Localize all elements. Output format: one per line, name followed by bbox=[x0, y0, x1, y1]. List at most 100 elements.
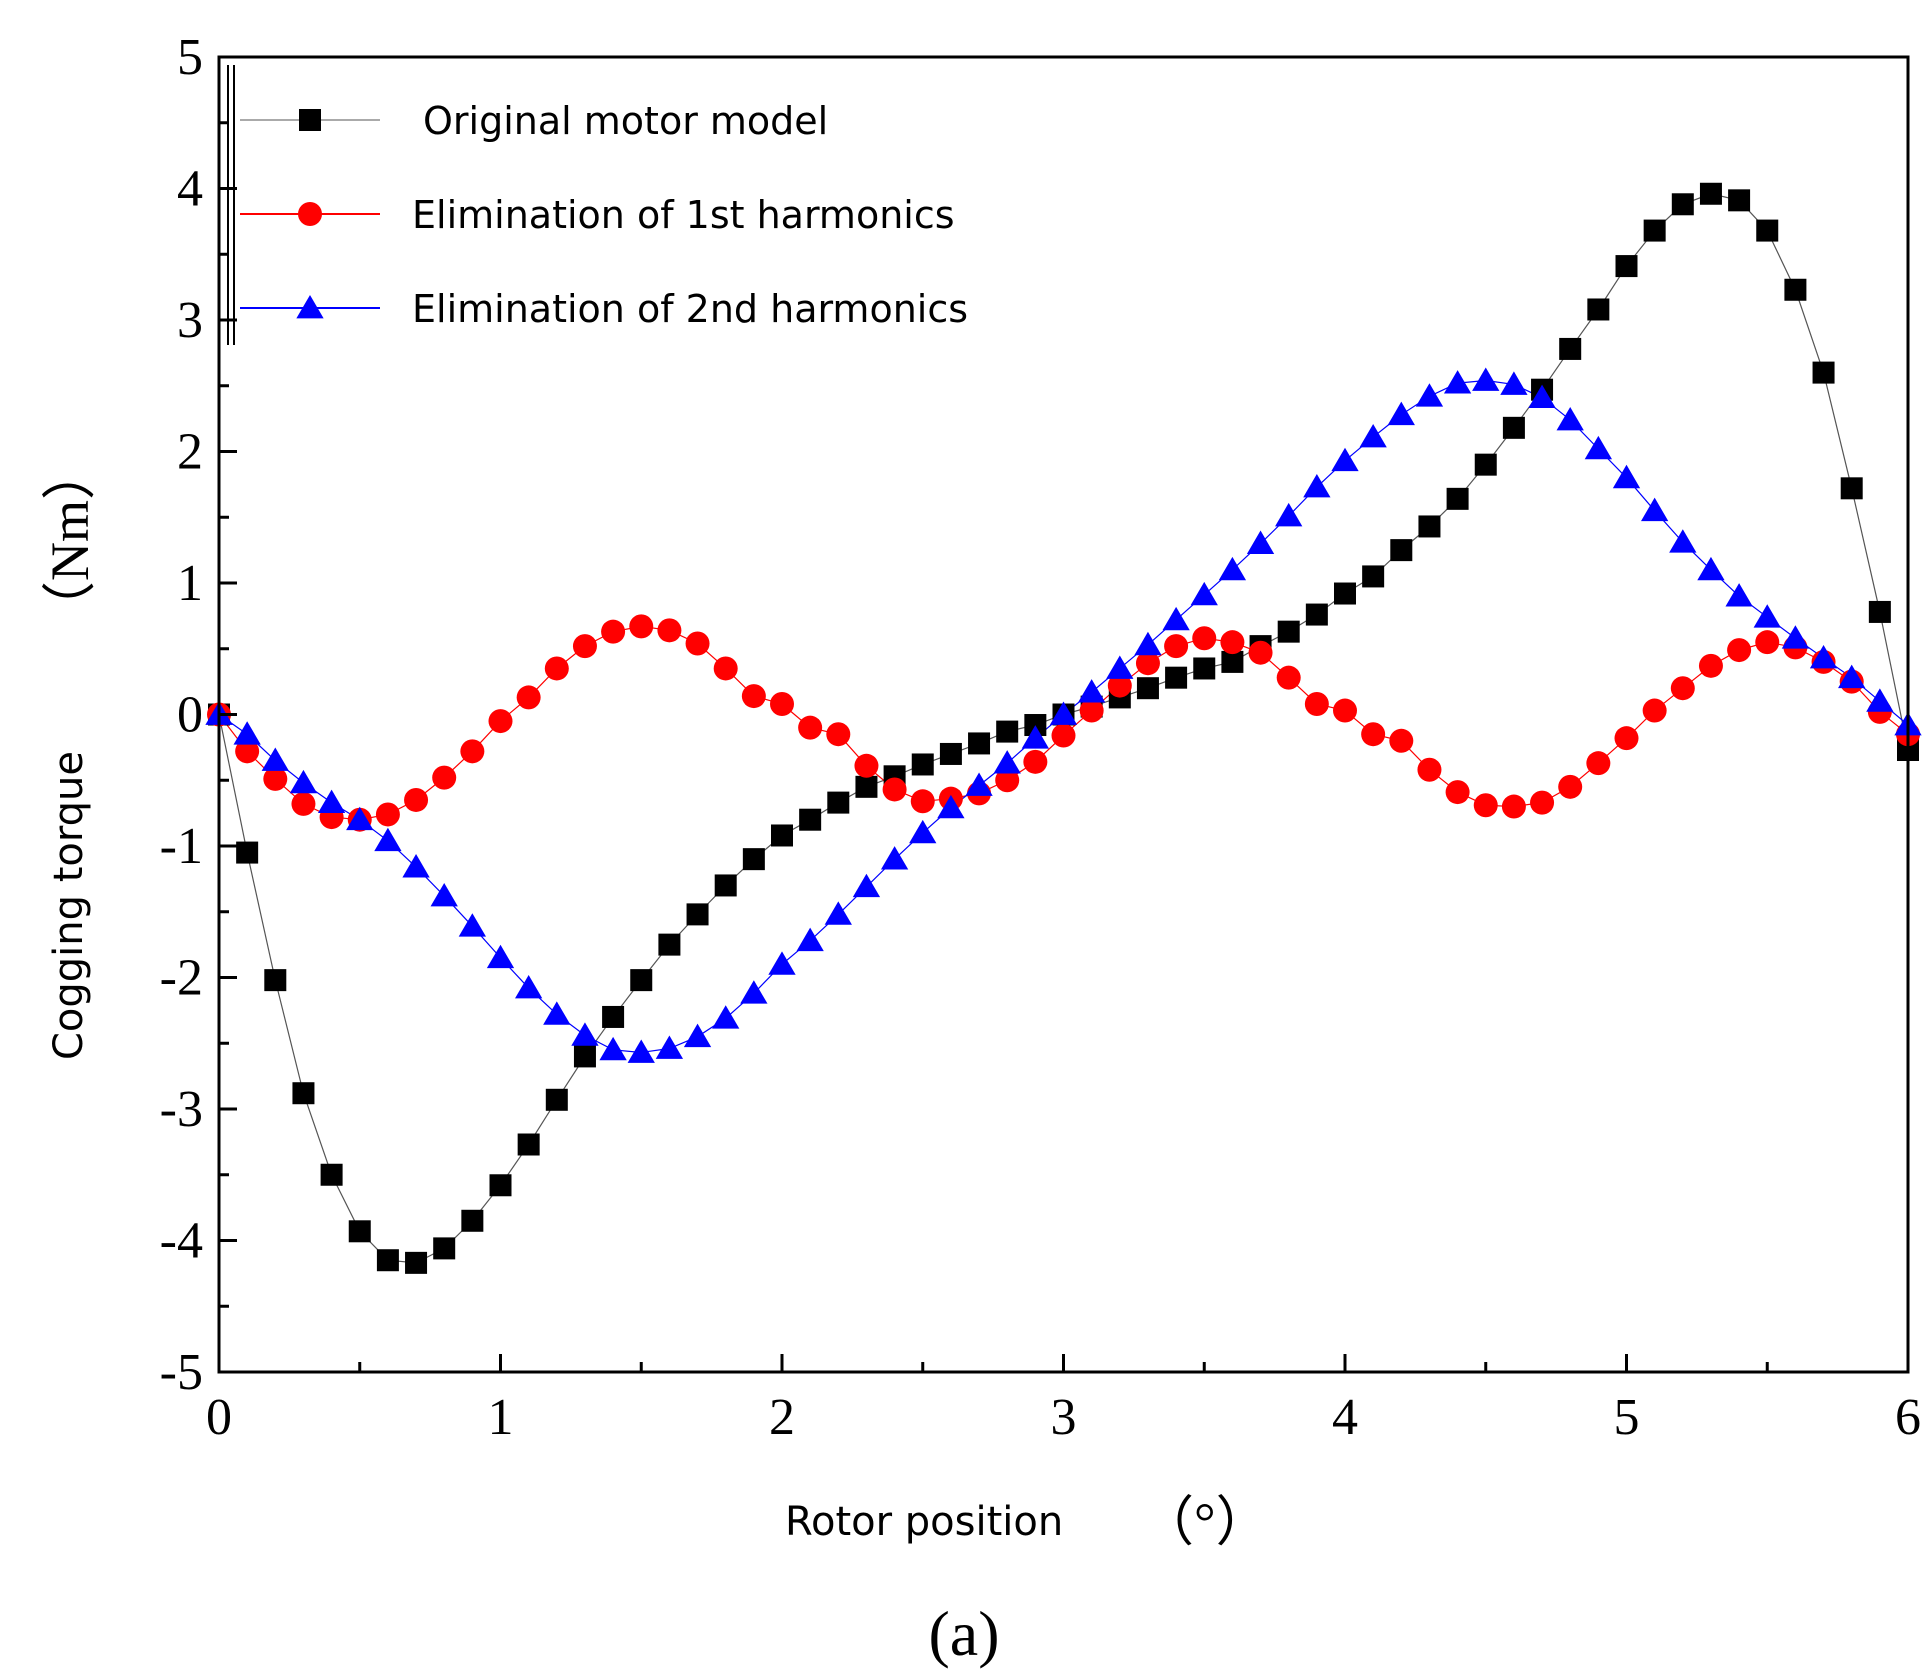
data-point-circle bbox=[1642, 698, 1667, 723]
data-point-triangle bbox=[430, 882, 458, 907]
y-axis-label: Cogging torque bbox=[46, 751, 92, 1060]
data-point-triangle bbox=[768, 951, 796, 975]
data-point-circle bbox=[1220, 630, 1245, 655]
data-point-triangle bbox=[1641, 497, 1669, 522]
x-tick-label: 3 bbox=[1051, 1389, 1077, 1446]
data-point-square bbox=[968, 732, 991, 755]
legend-marker-circle bbox=[298, 202, 322, 226]
data-point-circle bbox=[1389, 728, 1414, 753]
data-point-circle bbox=[404, 787, 429, 812]
data-point-square bbox=[376, 1249, 399, 1272]
data-point-triangle bbox=[1331, 447, 1359, 472]
data-point-circle bbox=[1164, 634, 1189, 659]
data-point-triangle bbox=[1809, 644, 1838, 669]
data-point-square bbox=[573, 1045, 596, 1068]
data-point-square bbox=[1305, 603, 1328, 626]
data-point-circle bbox=[1248, 640, 1273, 665]
data-point-circle bbox=[854, 753, 879, 778]
data-point-square bbox=[799, 808, 822, 831]
data-point-triangle bbox=[1697, 556, 1725, 581]
legend-marker-triangle bbox=[296, 295, 324, 319]
data-point-circle bbox=[1333, 698, 1357, 723]
data-point-triangle bbox=[599, 1036, 627, 1061]
data-point-triangle bbox=[1190, 581, 1218, 606]
data-point-square bbox=[1868, 600, 1891, 623]
x-axis-unit: （°） bbox=[1140, 1492, 1270, 1552]
data-point-circle bbox=[685, 631, 710, 656]
data-point-triangle bbox=[1303, 474, 1331, 498]
data-point-triangle bbox=[683, 1023, 712, 1048]
data-point-circle bbox=[375, 802, 400, 827]
y-tick-label: 2 bbox=[177, 424, 203, 481]
data-point-circle bbox=[1530, 790, 1555, 815]
data-point-circle bbox=[1304, 691, 1329, 716]
data-point-triangle bbox=[289, 769, 318, 794]
data-point-triangle bbox=[965, 772, 993, 796]
data-point-circle bbox=[882, 777, 907, 802]
y-axis-title: Cogging torque （Nm） bbox=[40, 446, 100, 1060]
data-point-triangle bbox=[1472, 367, 1500, 391]
x-tick-label: 0 bbox=[206, 1389, 232, 1446]
data-point-square bbox=[320, 1163, 343, 1186]
data-point-circle bbox=[826, 722, 851, 747]
data-point-triangle bbox=[486, 944, 515, 969]
data-point-triangle bbox=[937, 794, 965, 819]
data-point-circle bbox=[1614, 726, 1639, 751]
y-axis-unit: （Nm） bbox=[40, 446, 100, 635]
data-point-square bbox=[433, 1237, 456, 1260]
axis-tick-labels: 0 1 2 3 4 5 6 5 4 3 2 1 0 -1 -2 -3 -4 -5 bbox=[160, 29, 1921, 1446]
data-point-square bbox=[1334, 582, 1356, 605]
data-point-triangle bbox=[374, 827, 402, 852]
data-point-circle bbox=[798, 715, 823, 740]
data-point-circle bbox=[1698, 653, 1723, 678]
y-tick-label: 4 bbox=[177, 161, 203, 218]
legend-label: Original motor model bbox=[423, 99, 828, 143]
data-point-triangle bbox=[1725, 583, 1753, 607]
x-tick-label: 2 bbox=[769, 1389, 795, 1446]
x-tick-label: 6 bbox=[1895, 1389, 1921, 1446]
data-point-square bbox=[348, 1220, 371, 1243]
data-point-square bbox=[1699, 182, 1722, 205]
data-point-circle bbox=[770, 691, 794, 716]
data-point-circle bbox=[629, 614, 654, 639]
data-point-square bbox=[1024, 714, 1047, 737]
data-point-circle bbox=[432, 765, 457, 790]
data-point-square bbox=[405, 1251, 428, 1274]
data-point-square bbox=[1418, 515, 1441, 538]
data-point-square bbox=[602, 1005, 625, 1028]
data-point-triangle bbox=[852, 873, 881, 898]
data-point-square bbox=[1136, 677, 1159, 700]
data-point-triangle bbox=[1275, 502, 1303, 527]
data-point-square bbox=[545, 1088, 568, 1111]
data-point-triangle bbox=[1106, 655, 1134, 679]
data-point-circle bbox=[1670, 676, 1695, 701]
data-point-square bbox=[1559, 337, 1582, 360]
data-point-triangle bbox=[1246, 530, 1275, 554]
data-point-triangle bbox=[1359, 424, 1387, 448]
data-point-circle bbox=[1023, 749, 1048, 774]
data-point-square bbox=[1784, 278, 1807, 301]
data-point-circle bbox=[572, 634, 597, 659]
y-tick-label: 0 bbox=[177, 687, 203, 744]
data-point-circle bbox=[1051, 723, 1076, 748]
data-point-triangle bbox=[1612, 464, 1641, 489]
data-point-triangle bbox=[1443, 370, 1472, 394]
data-point-triangle bbox=[1584, 435, 1612, 460]
data-point-triangle bbox=[1556, 406, 1584, 431]
data-point-circle bbox=[601, 619, 626, 644]
data-point-square bbox=[292, 1082, 315, 1105]
y-tick-label: -3 bbox=[160, 1081, 203, 1138]
y-tick-label: -2 bbox=[160, 950, 203, 1007]
data-point-square bbox=[236, 841, 259, 864]
data-point-square bbox=[1446, 487, 1469, 510]
data-point-triangle bbox=[740, 980, 768, 1004]
x-tick-label: 1 bbox=[488, 1389, 514, 1446]
data-point-triangle bbox=[1134, 631, 1162, 656]
data-point-square bbox=[686, 903, 709, 926]
data-point-triangle bbox=[515, 975, 543, 999]
data-point-circle bbox=[235, 739, 260, 764]
data-point-circle bbox=[1473, 793, 1498, 818]
data-point-triangle bbox=[571, 1022, 599, 1046]
data-point-circle bbox=[910, 789, 935, 814]
